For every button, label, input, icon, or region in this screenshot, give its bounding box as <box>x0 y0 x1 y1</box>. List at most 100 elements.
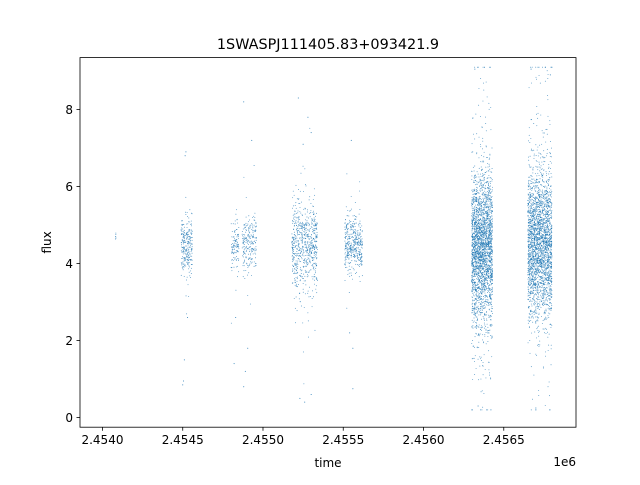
data-point <box>349 210 351 212</box>
data-point <box>479 333 481 335</box>
data-point <box>487 210 489 211</box>
data-point <box>471 249 473 251</box>
data-point <box>300 275 302 277</box>
data-point <box>187 259 189 261</box>
data-point <box>476 300 478 302</box>
data-point <box>298 249 300 251</box>
data-point <box>481 242 483 244</box>
data-point <box>477 254 479 256</box>
data-point <box>347 230 349 232</box>
data-point <box>489 316 491 318</box>
data-point <box>485 226 487 228</box>
data-point <box>489 292 491 294</box>
data-point <box>300 212 302 214</box>
data-point <box>486 254 488 256</box>
data-point <box>527 253 529 255</box>
data-point <box>479 365 481 367</box>
data-point <box>475 248 477 250</box>
data-point <box>474 374 476 376</box>
data-point <box>305 235 307 237</box>
data-point <box>251 249 252 251</box>
data-point <box>302 351 304 353</box>
data-point <box>234 231 236 233</box>
data-point <box>475 238 477 240</box>
data-point <box>481 293 483 295</box>
data-point <box>545 266 547 268</box>
data-point <box>475 333 477 335</box>
data-point <box>360 241 362 243</box>
data-point <box>301 269 303 271</box>
data-point <box>473 253 475 255</box>
data-point <box>305 241 307 243</box>
data-point <box>479 280 481 282</box>
data-point <box>488 286 490 288</box>
data-point <box>242 242 244 243</box>
data-point <box>358 238 360 239</box>
data-point <box>484 263 485 265</box>
data-point <box>483 201 485 203</box>
data-point <box>485 199 487 201</box>
data-point <box>479 253 481 255</box>
data-point <box>478 241 480 243</box>
data-point <box>483 82 484 84</box>
data-point <box>233 244 235 246</box>
data-point <box>254 252 256 254</box>
data-point <box>485 219 487 221</box>
data-point <box>486 240 488 241</box>
data-point <box>472 238 474 240</box>
data-point <box>484 277 485 279</box>
data-point <box>544 192 546 194</box>
data-point <box>476 191 478 193</box>
data-point <box>354 225 356 227</box>
data-point <box>311 221 313 223</box>
data-point <box>489 186 491 188</box>
data-point <box>310 247 312 249</box>
data-point <box>486 233 488 234</box>
data-point <box>483 213 485 215</box>
data-point <box>236 228 237 230</box>
data-point <box>314 247 315 249</box>
data-point <box>300 261 302 262</box>
data-point <box>486 171 488 173</box>
data-point <box>527 251 529 252</box>
data-point <box>533 276 534 278</box>
data-point <box>344 228 346 230</box>
data-point <box>305 231 307 233</box>
data-point <box>236 243 238 245</box>
data-point <box>479 226 481 228</box>
data-point <box>293 273 295 274</box>
data-point <box>491 243 493 245</box>
data-point <box>474 285 476 287</box>
data-point <box>480 228 482 229</box>
data-point <box>471 272 473 274</box>
data-point <box>312 278 314 280</box>
data-point <box>306 224 308 226</box>
data-point <box>476 230 478 232</box>
data-point <box>346 307 348 309</box>
data-point <box>475 252 477 254</box>
data-point <box>472 199 474 201</box>
data-point <box>306 262 308 264</box>
data-point <box>490 253 492 255</box>
data-point <box>361 243 363 245</box>
data-point <box>490 191 492 193</box>
data-points <box>114 66 553 411</box>
data-point <box>348 265 350 267</box>
data-point <box>250 243 252 245</box>
data-point <box>485 212 486 214</box>
data-point <box>479 180 481 182</box>
data-point <box>489 289 491 291</box>
data-point <box>478 239 480 241</box>
data-point <box>536 268 538 270</box>
data-point <box>471 286 473 288</box>
data-point <box>472 261 474 263</box>
data-point <box>491 203 493 205</box>
data-point <box>295 254 297 256</box>
data-point <box>482 217 484 219</box>
data-point <box>489 202 491 204</box>
data-point <box>477 219 479 220</box>
data-point <box>481 202 483 204</box>
data-point <box>485 296 487 297</box>
data-point <box>312 238 314 240</box>
data-point <box>482 287 484 288</box>
